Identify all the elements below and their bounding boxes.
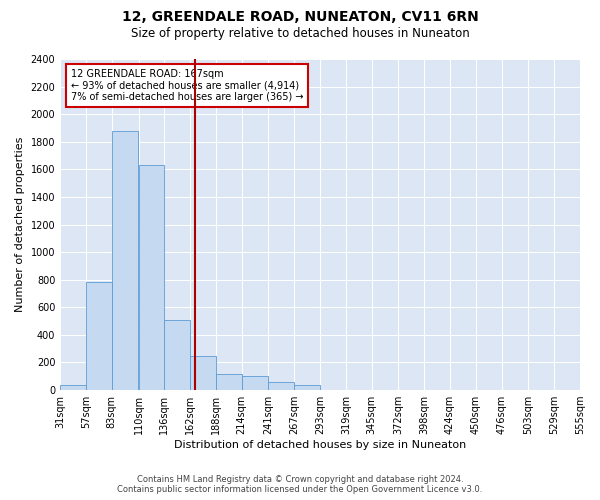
Bar: [164, 320, 190, 390]
Bar: [112, 130, 137, 390]
Bar: [268, 382, 294, 390]
Bar: [139, 165, 164, 390]
Y-axis label: Number of detached properties: Number of detached properties: [15, 137, 25, 312]
Bar: [216, 374, 242, 390]
Text: Size of property relative to detached houses in Nuneaton: Size of property relative to detached ho…: [131, 28, 469, 40]
Bar: [190, 356, 216, 390]
X-axis label: Distribution of detached houses by size in Nuneaton: Distribution of detached houses by size …: [174, 440, 466, 450]
Text: Contains HM Land Registry data © Crown copyright and database right 2024.
Contai: Contains HM Land Registry data © Crown c…: [118, 474, 482, 494]
Text: 12, GREENDALE ROAD, NUNEATON, CV11 6RN: 12, GREENDALE ROAD, NUNEATON, CV11 6RN: [122, 10, 478, 24]
Bar: [60, 384, 86, 390]
Bar: [86, 282, 112, 390]
Bar: [242, 376, 268, 390]
Text: 12 GREENDALE ROAD: 167sqm
← 93% of detached houses are smaller (4,914)
7% of sem: 12 GREENDALE ROAD: 167sqm ← 93% of detac…: [71, 69, 303, 102]
Bar: [294, 384, 320, 390]
